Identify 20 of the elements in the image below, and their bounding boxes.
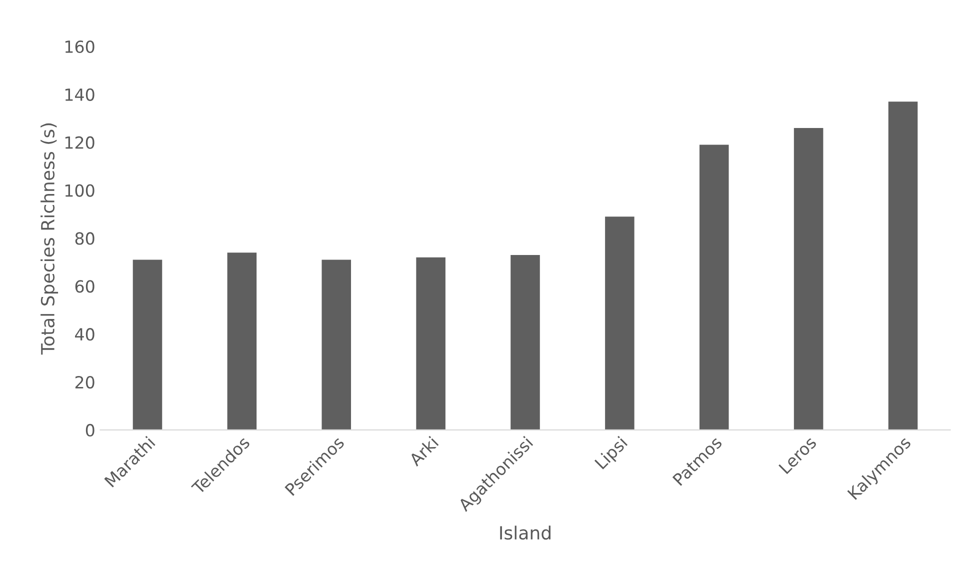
bar	[322, 260, 352, 430]
y-tick-label: 20	[75, 376, 94, 389]
y-tick-label: 160	[65, 40, 94, 54]
y-tick-label: 140	[65, 88, 94, 101]
bar	[699, 144, 729, 430]
y-tick-label: 0	[86, 424, 94, 437]
y-axis-title: Total Species Richness (s)	[40, 123, 58, 355]
bar	[888, 102, 918, 430]
y-tick-label: 80	[75, 232, 94, 245]
bar	[794, 128, 824, 430]
y-tick-label: 100	[65, 184, 94, 197]
bar	[416, 257, 446, 430]
bar	[227, 252, 257, 430]
y-tick-label: 40	[75, 328, 94, 341]
bar	[510, 254, 540, 430]
y-tick-label: 120	[65, 136, 94, 149]
bar	[605, 216, 634, 430]
y-tick-label: 60	[75, 280, 94, 293]
x-axis-title: Island	[500, 526, 550, 540]
bar	[132, 260, 162, 430]
